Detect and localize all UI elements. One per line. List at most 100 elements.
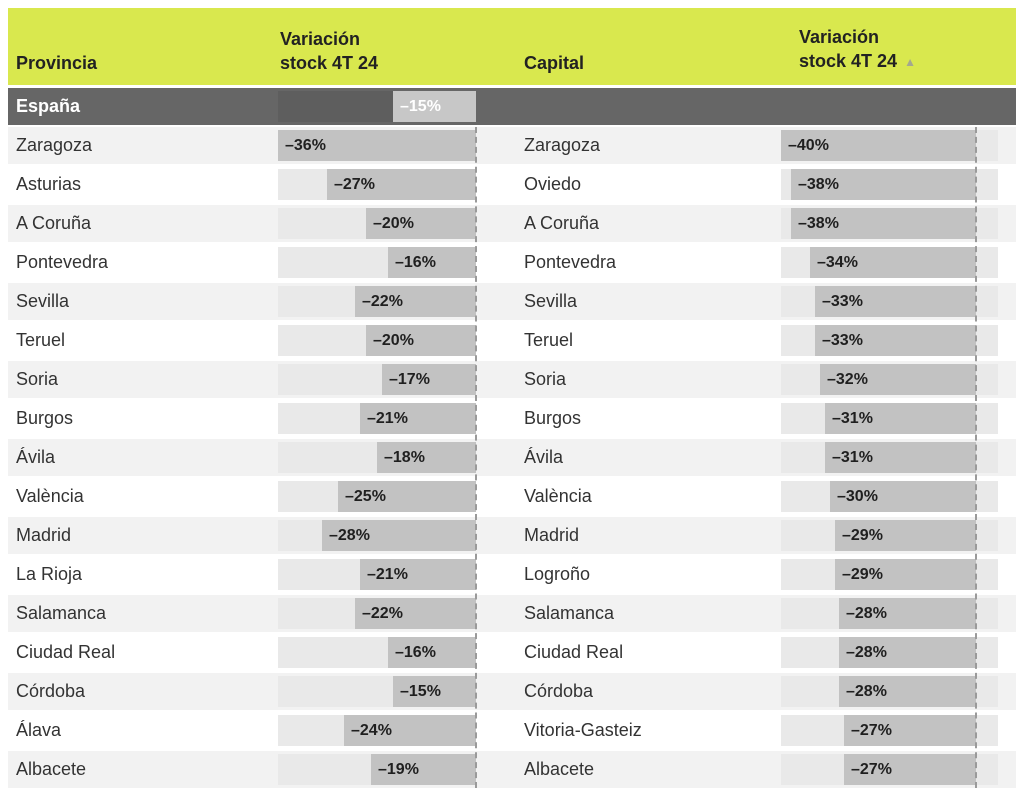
provincia-bar: –21%: [360, 559, 476, 590]
capital-cell: Córdoba: [524, 681, 594, 701]
capital-bar: –33%: [815, 286, 976, 317]
capital-bar-value: –34%: [817, 254, 858, 271]
summary-bar-track: –15%: [278, 91, 476, 122]
provincia-bar: –17%: [382, 364, 476, 395]
summary-label: España: [16, 96, 81, 116]
provincia-bar-track: –21%: [278, 403, 476, 434]
provincia-cell: València: [16, 486, 84, 506]
table-row: Córdoba –15% Córdoba –28%: [8, 673, 1016, 710]
sort-ascending-icon[interactable]: ▲: [904, 55, 916, 69]
table-row: València –25% València –30%: [8, 478, 1016, 515]
provincia-bar: –18%: [377, 442, 476, 473]
provincia-bar-track: –25%: [278, 481, 476, 512]
provincia-bar-track: –27%: [278, 169, 476, 200]
provincia-cell: Salamanca: [16, 603, 107, 623]
provincia-cell: Madrid: [16, 525, 72, 545]
table-row: La Rioja –21% Logroño –29%: [8, 556, 1016, 593]
capital-bar-track: –29%: [781, 520, 998, 551]
provincia-cell: La Rioja: [16, 564, 83, 584]
capital-bar: –28%: [839, 637, 976, 668]
provincia-bar-value: –20%: [373, 215, 414, 232]
capital-bar: –31%: [825, 403, 976, 434]
capital-bar-track: –29%: [781, 559, 998, 590]
provincia-cell: Burgos: [16, 408, 74, 428]
table-row: Ciudad Real –16% Ciudad Real –28%: [8, 634, 1016, 671]
summary-bar: –15%: [393, 91, 476, 122]
provincia-bar: –25%: [338, 481, 476, 512]
provincia-bar-value: –19%: [378, 761, 419, 778]
capital-cell: Salamanca: [524, 603, 615, 623]
summary-bar-value: –15%: [400, 98, 441, 115]
provincia-cell: Álava: [16, 720, 62, 740]
capital-bar: –27%: [844, 715, 976, 746]
provincia-bar-track: –18%: [278, 442, 476, 473]
provincia-bar-value: –22%: [362, 293, 403, 310]
capital-bar-value: –32%: [827, 371, 868, 388]
table-row: Soria –17% Soria –32%: [8, 361, 1016, 398]
provincia-bar-value: –28%: [329, 527, 370, 544]
capital-bar: –28%: [839, 598, 976, 629]
provincia-bar-track: –24%: [278, 715, 476, 746]
capital-bar-track: –33%: [781, 325, 998, 356]
provincia-bar: –36%: [278, 130, 476, 161]
capital-bar-track: –30%: [781, 481, 998, 512]
capital-bar-track: –27%: [781, 715, 998, 746]
provincia-bar: –21%: [360, 403, 476, 434]
provincia-cell: Teruel: [16, 330, 66, 350]
provincia-bar-value: –21%: [367, 566, 408, 583]
provincia-bar-track: –20%: [278, 208, 476, 239]
capital-cell: Pontevedra: [524, 252, 617, 272]
table-row: Sevilla –22% Sevilla –33%: [8, 283, 1016, 320]
capital-cell: Zaragoza: [524, 135, 601, 155]
capital-bar-track: –32%: [781, 364, 998, 395]
table-row: Albacete –19% Albacete –27%: [8, 751, 1016, 788]
provincia-bar: –28%: [322, 520, 476, 551]
capital-cell: València: [524, 486, 592, 506]
capital-cell: Madrid: [524, 525, 580, 545]
provincia-bar: –19%: [371, 754, 476, 785]
column-header-variacion-capital[interactable]: Variación stock 4T 24 ▲: [799, 25, 916, 75]
capital-bar-value: –38%: [798, 176, 839, 193]
header-line-2: stock 4T 24: [280, 53, 379, 73]
table-row: Zaragoza –36% Zaragoza –40%: [8, 127, 1016, 164]
table-row: Ávila –18% Ávila –31%: [8, 439, 1016, 476]
provincia-bar-value: –16%: [395, 644, 436, 661]
capital-bar-value: –33%: [822, 293, 863, 310]
table-row: Salamanca –22% Salamanca –28%: [8, 595, 1016, 632]
capital-bar-value: –29%: [842, 527, 883, 544]
header-line-1: Variación: [280, 29, 361, 49]
capital-bar-value: –31%: [832, 449, 873, 466]
capital-cell: Burgos: [524, 408, 582, 428]
column-header-provincia[interactable]: Provincia: [16, 53, 98, 73]
capital-bar: –38%: [791, 169, 976, 200]
capital-bar-value: –29%: [842, 566, 883, 583]
capital-bar: –29%: [835, 520, 976, 551]
provincia-bar-value: –17%: [389, 371, 430, 388]
capital-bar-value: –27%: [851, 761, 892, 778]
provincia-bar-track: –17%: [278, 364, 476, 395]
capital-bar-value: –33%: [822, 332, 863, 349]
capital-bar-value: –28%: [846, 605, 887, 622]
provincia-bar-track: –22%: [278, 286, 476, 317]
provincia-bar: –27%: [327, 169, 476, 200]
provincia-cell: Albacete: [16, 759, 87, 779]
capital-bar: –31%: [825, 442, 976, 473]
capital-cell: Ciudad Real: [524, 642, 624, 662]
provincia-bar-value: –36%: [285, 137, 326, 154]
capital-bar-track: –31%: [781, 442, 998, 473]
variation-stock-table: Provincia Variación stock 4T 24 Capital …: [8, 8, 1016, 788]
provincia-bar: –22%: [355, 286, 476, 317]
provincia-bar-track: –15%: [278, 676, 476, 707]
capital-bar-track: –40%: [781, 130, 998, 161]
provincia-bar-track: –36%: [278, 130, 476, 161]
provincia-bar-value: –18%: [384, 449, 425, 466]
table-row: A Coruña –20% A Coruña –38%: [8, 205, 1016, 242]
column-header-capital[interactable]: Capital: [524, 53, 585, 73]
provincia-cell: Ciudad Real: [16, 642, 116, 662]
capital-bar: –32%: [820, 364, 976, 395]
provincia-bar-track: –21%: [278, 559, 476, 590]
summary-row-espana: España –15%: [8, 88, 1016, 125]
capital-bar: –38%: [791, 208, 976, 239]
table-header: Provincia Variación stock 4T 24 Capital …: [8, 8, 1016, 85]
column-header-variacion-provincia[interactable]: Variación stock 4T 24: [280, 27, 378, 75]
